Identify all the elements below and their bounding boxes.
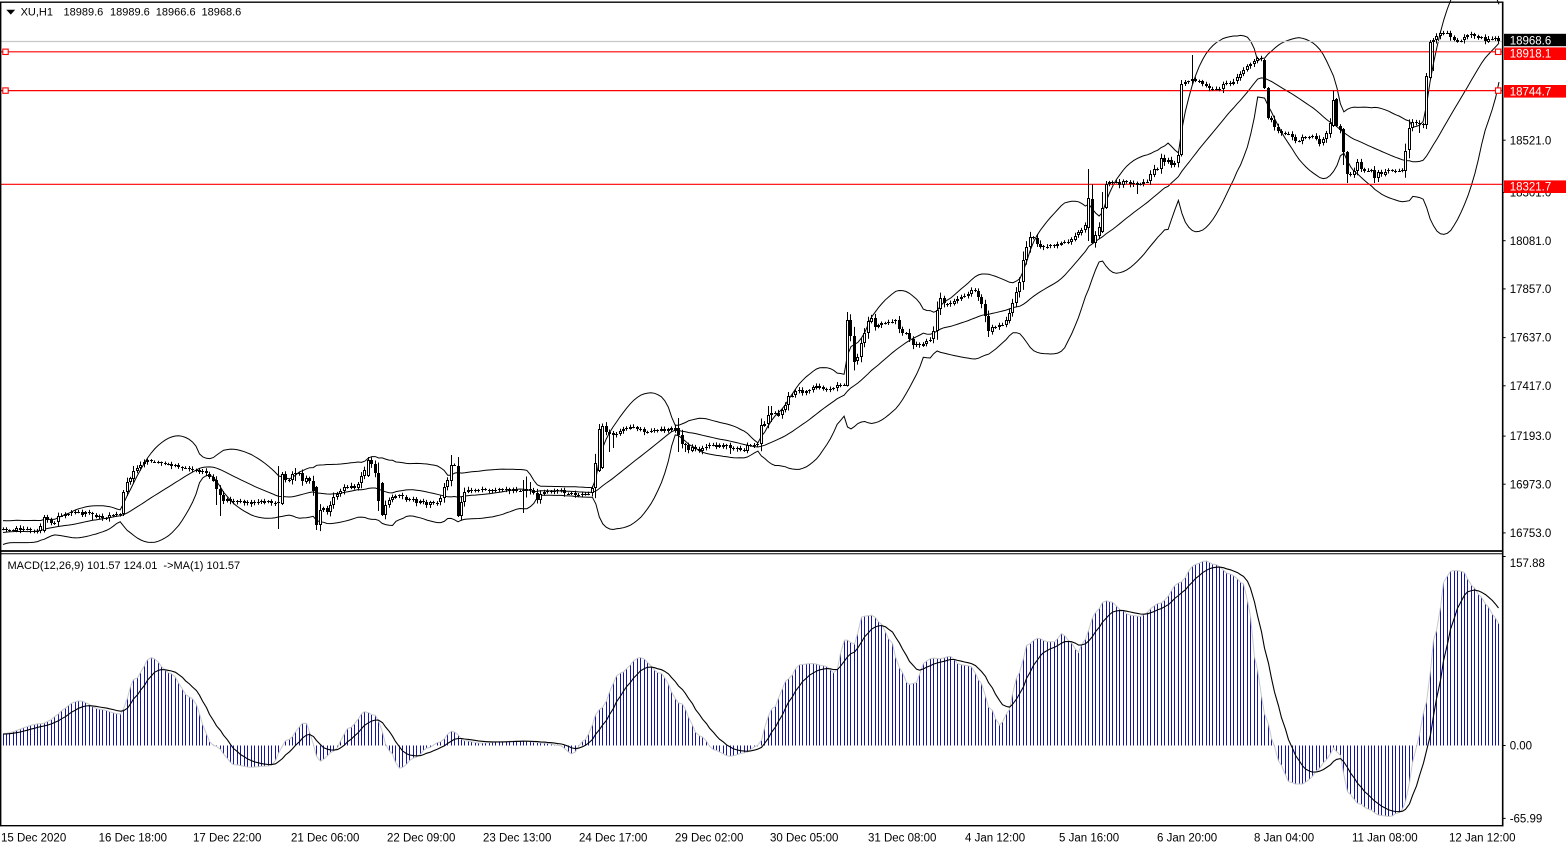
svg-text:0.00: 0.00 xyxy=(1510,741,1532,753)
svg-text:8 Jan 04:00: 8 Jan 04:00 xyxy=(1254,832,1314,844)
svg-text:18744.7: 18744.7 xyxy=(1510,86,1552,98)
svg-text:18968.6: 18968.6 xyxy=(1510,35,1552,47)
svg-text:6 Jan 20:00: 6 Jan 20:00 xyxy=(1157,832,1217,844)
svg-text:17193.0: 17193.0 xyxy=(1510,431,1552,443)
svg-text:22 Dec 09:00: 22 Dec 09:00 xyxy=(387,832,455,844)
svg-text:16 Dec 18:00: 16 Dec 18:00 xyxy=(99,832,167,844)
svg-text:17 Dec 22:00: 17 Dec 22:00 xyxy=(193,832,261,844)
svg-text:17857.0: 17857.0 xyxy=(1510,284,1552,296)
svg-text:17637.0: 17637.0 xyxy=(1510,333,1552,345)
svg-text:23 Dec 13:00: 23 Dec 13:00 xyxy=(483,832,551,844)
svg-text:18521.0: 18521.0 xyxy=(1510,135,1552,147)
svg-text:157.88: 157.88 xyxy=(1510,558,1545,570)
svg-text:MACD(12,26,9) 101.57 124.01 -: MACD(12,26,9) 101.57 124.01 ->MA(1) 101.… xyxy=(8,560,241,572)
svg-text:12 Jan 12:00: 12 Jan 12:00 xyxy=(1449,832,1516,844)
svg-text:18989.6: 18989.6 xyxy=(110,7,150,19)
svg-text:18968.6: 18968.6 xyxy=(202,7,242,19)
svg-text:16973.0: 16973.0 xyxy=(1510,479,1552,491)
svg-text:4 Jan 12:00: 4 Jan 12:00 xyxy=(965,832,1025,844)
svg-text:18966.6: 18966.6 xyxy=(156,7,196,19)
svg-text:29 Dec 02:00: 29 Dec 02:00 xyxy=(675,832,743,844)
svg-text:18918.1: 18918.1 xyxy=(1510,49,1552,61)
svg-text:5 Jan 16:00: 5 Jan 16:00 xyxy=(1059,832,1119,844)
svg-text:31 Dec 08:00: 31 Dec 08:00 xyxy=(868,832,936,844)
svg-text:17417.0: 17417.0 xyxy=(1510,381,1552,393)
svg-text:18321.7: 18321.7 xyxy=(1510,182,1552,194)
svg-text:30 Dec 05:00: 30 Dec 05:00 xyxy=(770,832,838,844)
svg-text:16753.0: 16753.0 xyxy=(1510,528,1552,540)
svg-text:21 Dec 06:00: 21 Dec 06:00 xyxy=(291,832,359,844)
svg-text:XU,H1: XU,H1 xyxy=(21,7,53,19)
svg-text:-65.99: -65.99 xyxy=(1510,814,1543,826)
svg-text:18989.6: 18989.6 xyxy=(64,7,104,19)
svg-text:18081.0: 18081.0 xyxy=(1510,236,1552,248)
svg-text:11 Jan 08:00: 11 Jan 08:00 xyxy=(1352,832,1418,844)
svg-text:15 Dec 2020: 15 Dec 2020 xyxy=(1,832,66,844)
svg-text:24 Dec 17:00: 24 Dec 17:00 xyxy=(579,832,647,844)
